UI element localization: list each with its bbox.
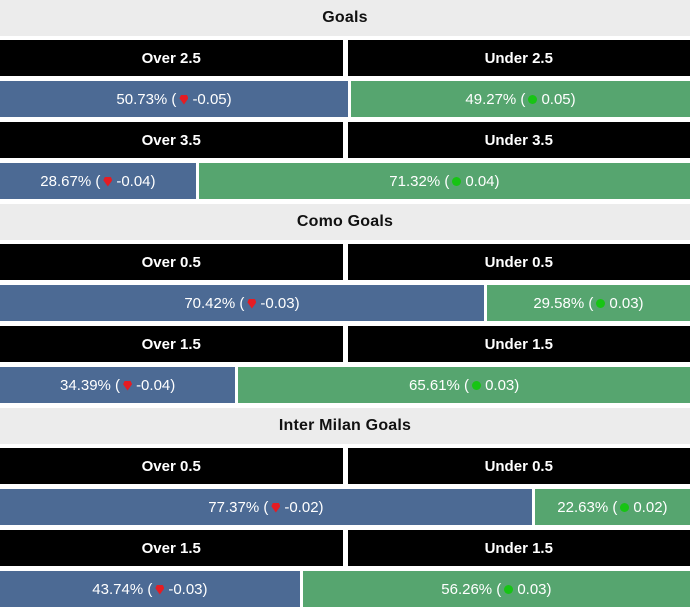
- under-change-text: 0.03): [517, 580, 552, 598]
- under-change-text: 0.03): [485, 376, 520, 394]
- probability-bar-row: 34.39% ( -0.04) 65.61% ( 0.03): [0, 367, 690, 403]
- under-change-text: 0.04): [465, 172, 500, 190]
- over-header-cell: Over 0.5: [0, 244, 343, 280]
- under-bar-segment: 49.27% ( 0.05): [351, 81, 690, 117]
- decrease-indicator-icon: [155, 584, 165, 595]
- under-bar-segment: 56.26% ( 0.03): [302, 571, 690, 607]
- decrease-indicator-icon: [179, 94, 189, 105]
- increase-indicator-icon: [596, 299, 606, 308]
- over-change-text: -0.03): [168, 580, 208, 598]
- increase-indicator-icon: [452, 177, 462, 186]
- market-header-row: Over 0.5 Under 0.5: [0, 448, 690, 484]
- over-bar-segment: 43.74% ( -0.03): [0, 571, 300, 607]
- over-pct-text: 28.67% (: [40, 172, 101, 190]
- under-change-text: 0.03): [609, 294, 644, 312]
- under-header-cell: Under 0.5: [347, 244, 690, 280]
- over-change-text: -0.04): [136, 376, 176, 394]
- under-pct-text: 65.61% (: [409, 376, 470, 394]
- over-bar-segment: 50.73% ( -0.05): [0, 81, 349, 117]
- under-header-cell: Under 0.5: [347, 448, 690, 484]
- under-header-cell: Under 2.5: [347, 40, 690, 76]
- market-header-row: Over 2.5 Under 2.5: [0, 40, 690, 76]
- probability-bar-row: 70.42% ( -0.03) 29.58% ( 0.03): [0, 285, 690, 321]
- over-pct-text: 43.74% (: [92, 580, 153, 598]
- probability-bar-row: 50.73% ( -0.05) 49.27% ( 0.05): [0, 81, 690, 117]
- under-bar-segment: 29.58% ( 0.03): [486, 285, 690, 321]
- over-header-cell: Over 2.5: [0, 40, 343, 76]
- over-pct-text: 77.37% (: [208, 498, 269, 516]
- under-pct-text: 56.26% (: [441, 580, 502, 598]
- under-pct-text: 22.63% (: [557, 498, 618, 516]
- section-title: Como Goals: [0, 204, 690, 240]
- over-pct-text: 34.39% (: [60, 376, 121, 394]
- under-pct-text: 29.58% (: [533, 294, 594, 312]
- decrease-indicator-icon: [123, 380, 133, 391]
- over-bar-segment: 77.37% ( -0.02): [0, 489, 532, 525]
- under-bar-segment: 65.61% ( 0.03): [238, 367, 690, 403]
- over-pct-text: 50.73% (: [116, 90, 177, 108]
- market-header-row: Over 1.5 Under 1.5: [0, 530, 690, 566]
- increase-indicator-icon: [528, 95, 538, 104]
- section-goals: Goals Over 2.5 Under 2.5 50.73% ( -0.05)…: [0, 0, 690, 199]
- over-bar-segment: 70.42% ( -0.03): [0, 285, 484, 321]
- decrease-indicator-icon: [247, 298, 257, 309]
- increase-indicator-icon: [504, 585, 514, 594]
- probability-bar-row: 77.37% ( -0.02) 22.63% ( 0.02): [0, 489, 690, 525]
- decrease-indicator-icon: [271, 502, 281, 513]
- section-title: Inter Milan Goals: [0, 408, 690, 444]
- under-header-cell: Under 3.5: [347, 122, 690, 158]
- over-bar-segment: 34.39% ( -0.04): [0, 367, 236, 403]
- decrease-indicator-icon: [103, 176, 113, 187]
- probability-bar-row: 43.74% ( -0.03) 56.26% ( 0.03): [0, 571, 690, 607]
- section-title: Goals: [0, 0, 690, 36]
- over-header-cell: Over 3.5: [0, 122, 343, 158]
- over-header-cell: Over 0.5: [0, 448, 343, 484]
- under-pct-text: 49.27% (: [465, 90, 526, 108]
- over-header-cell: Over 1.5: [0, 326, 343, 362]
- over-header-cell: Over 1.5: [0, 530, 343, 566]
- over-change-text: -0.03): [260, 294, 300, 312]
- market-header-row: Over 3.5 Under 3.5: [0, 122, 690, 158]
- under-change-text: 0.02): [633, 498, 668, 516]
- under-header-cell: Under 1.5: [347, 530, 690, 566]
- market-header-row: Over 0.5 Under 0.5: [0, 244, 690, 280]
- under-bar-segment: 22.63% ( 0.02): [534, 489, 690, 525]
- under-pct-text: 71.32% (: [389, 172, 450, 190]
- probability-bar-row: 28.67% ( -0.04) 71.32% ( 0.04): [0, 163, 690, 199]
- increase-indicator-icon: [472, 381, 482, 390]
- over-change-text: -0.02): [284, 498, 324, 516]
- under-header-cell: Under 1.5: [347, 326, 690, 362]
- increase-indicator-icon: [620, 503, 630, 512]
- under-bar-segment: 71.32% ( 0.04): [198, 163, 690, 199]
- market-header-row: Over 1.5 Under 1.5: [0, 326, 690, 362]
- over-pct-text: 70.42% (: [184, 294, 245, 312]
- section-inter-milan-goals: Inter Milan Goals Over 0.5 Under 0.5 77.…: [0, 408, 690, 607]
- over-change-text: -0.04): [116, 172, 156, 190]
- over-change-text: -0.05): [192, 90, 232, 108]
- under-change-text: 0.05): [541, 90, 576, 108]
- over-bar-segment: 28.67% ( -0.04): [0, 163, 196, 199]
- section-como-goals: Como Goals Over 0.5 Under 0.5 70.42% ( -…: [0, 204, 690, 403]
